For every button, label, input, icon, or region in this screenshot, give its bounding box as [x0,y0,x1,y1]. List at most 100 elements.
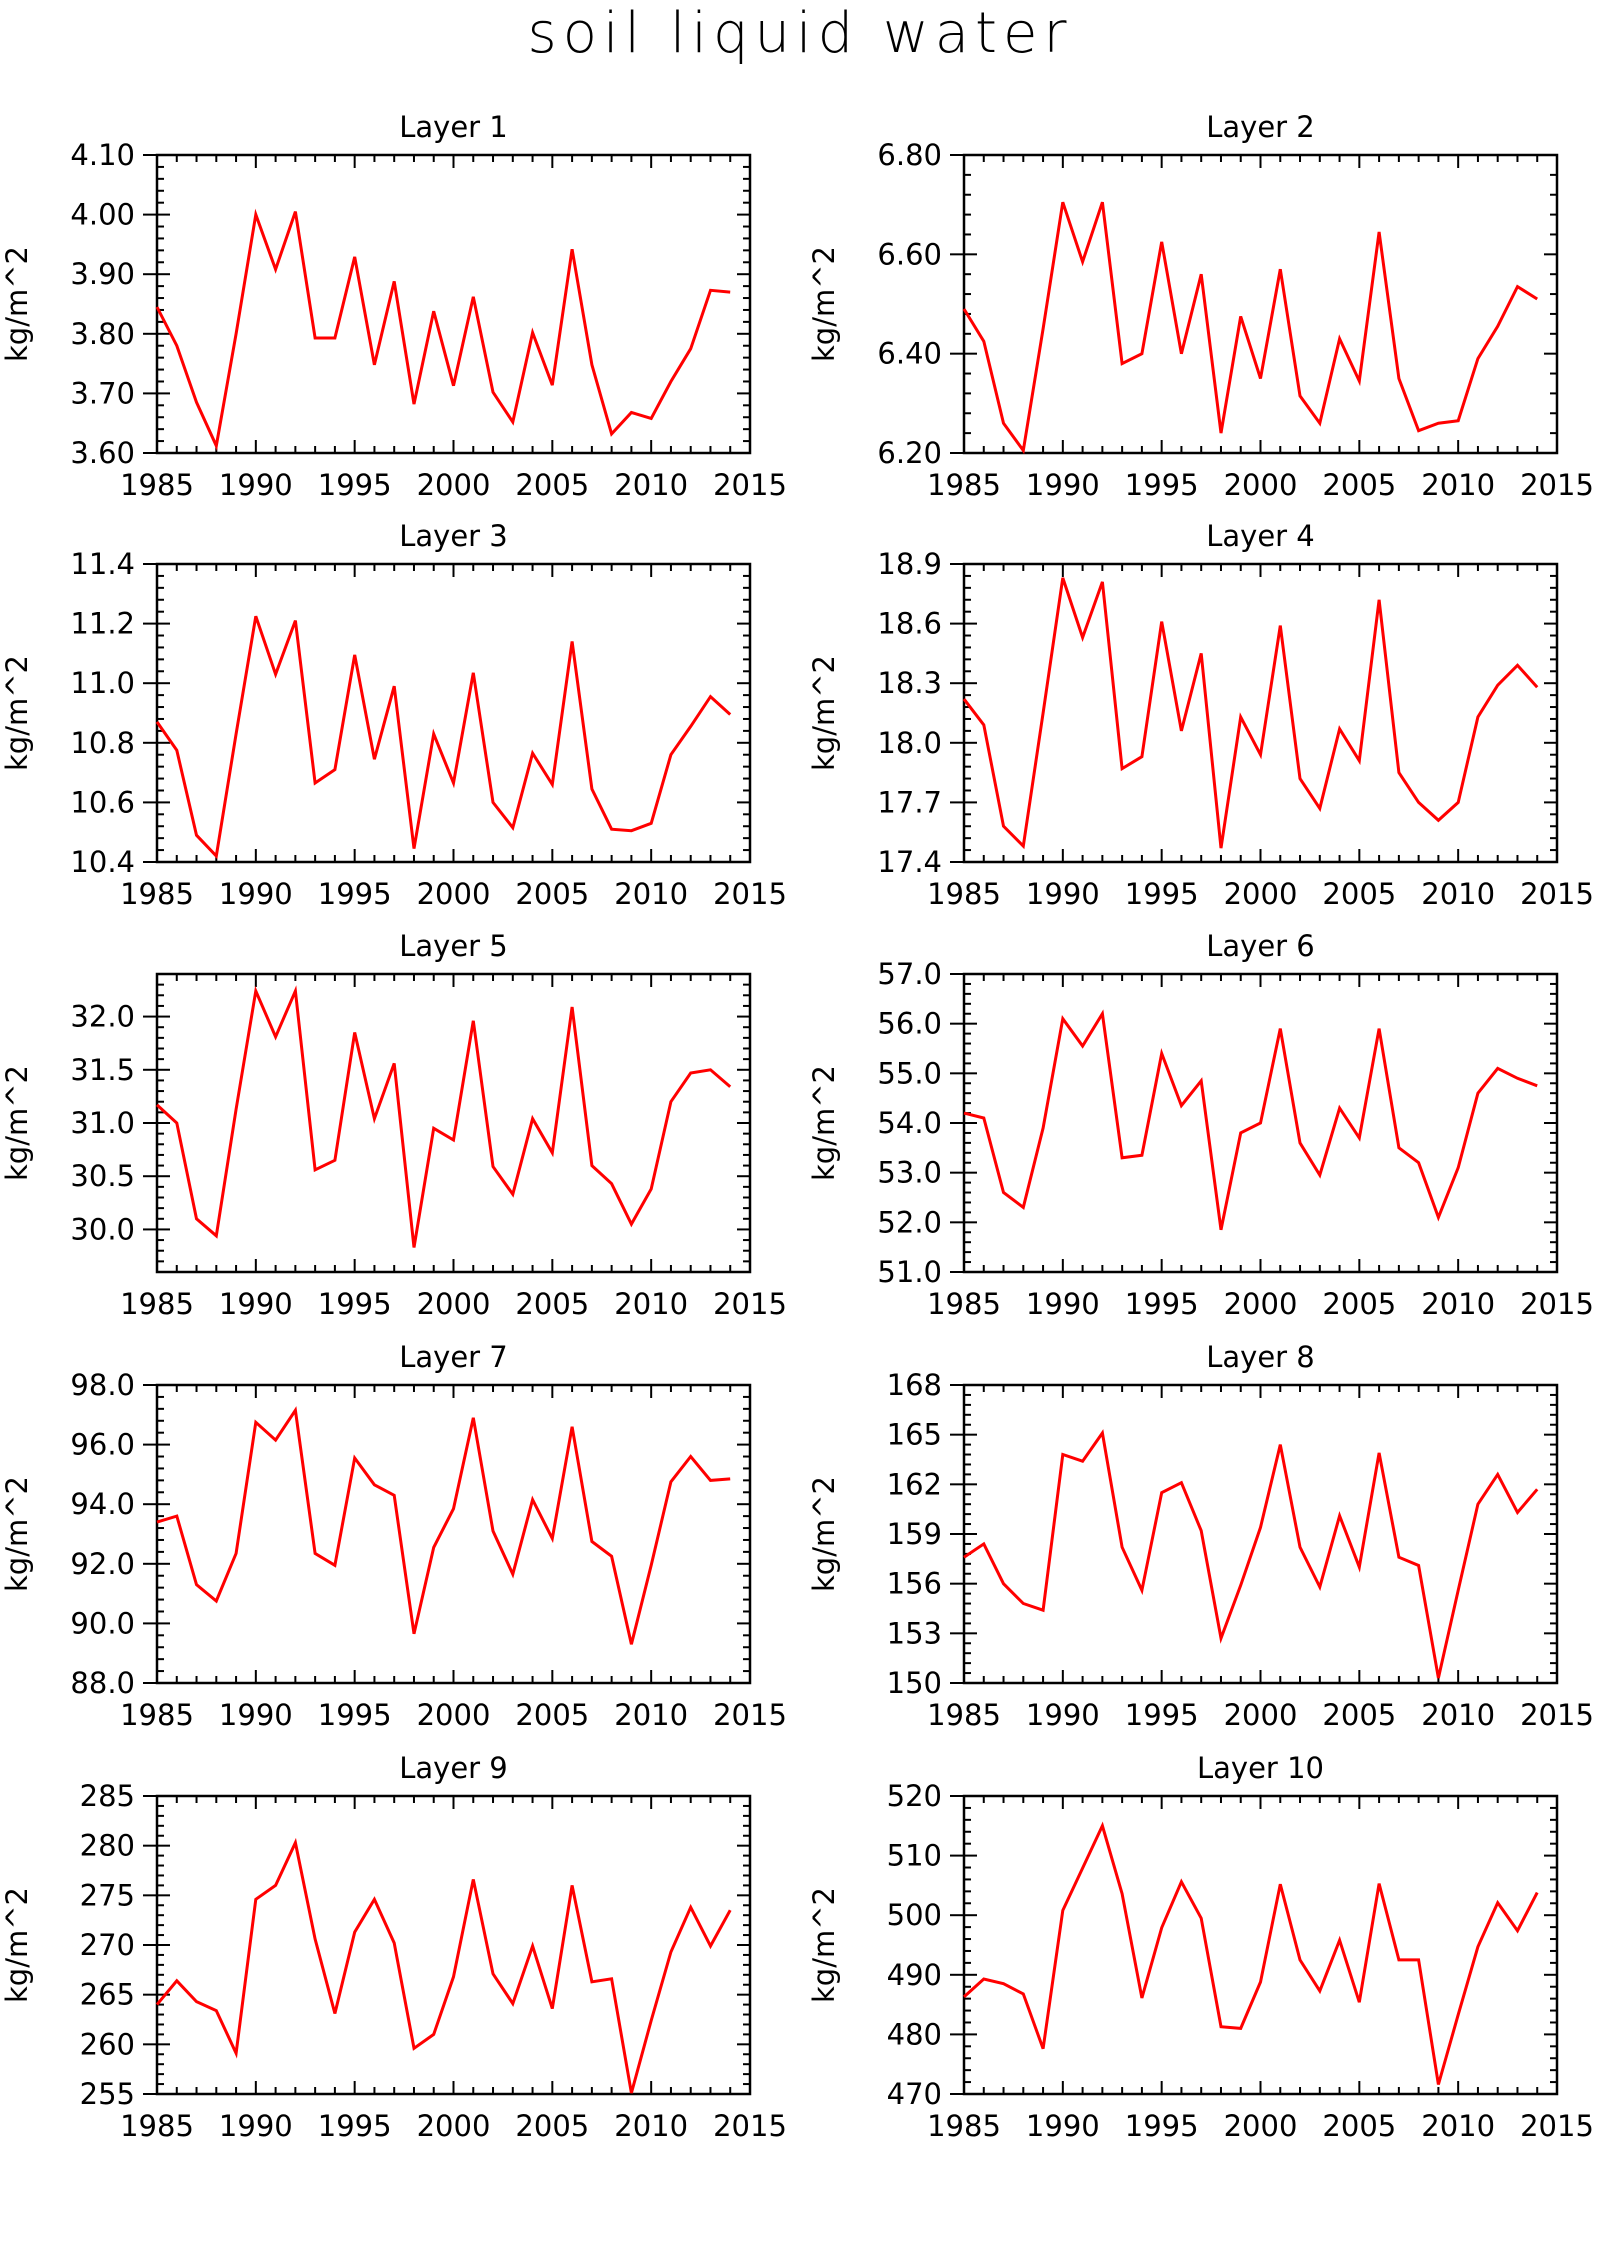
x-tick-label: 2015 [1520,1698,1594,1732]
x-tick-label: 1995 [318,468,392,502]
x-tick-label: 2010 [1421,1287,1495,1321]
x-tick-label: 2010 [614,877,688,911]
x-tick-label: 1995 [318,877,392,911]
y-tick-label: 11.4 [70,547,135,581]
panel-layer-4: Layer 4 1985 1990 1995 2000 2005 2010 2015 17.4 1… [807,519,1594,911]
y-tick-label: 4.00 [70,198,135,232]
plot-frame [962,153,1559,455]
y-tick-label: 255 [80,2077,135,2111]
y-tick-label: 94.0 [70,1487,135,1521]
x-tick-label: 1990 [219,1287,293,1321]
panel-title: Layer 5 [399,929,508,963]
series-line [155,615,732,860]
y-tick-label: 159 [887,1517,942,1551]
y-tick-label: 55.0 [877,1056,942,1090]
y-tick-label: 480 [887,2017,942,2051]
y-tick-label: 10.8 [70,726,135,760]
panel-layer-9: Layer 9 1985 1990 1995 2000 2005 2010 2015 255 26… [0,1751,787,2143]
x-tick-label: 2005 [515,1287,589,1321]
x-tick-label: 2005 [1322,1287,1396,1321]
y-axis-label: kg/m^2 [0,655,34,771]
x-tick-label: 2015 [713,2109,787,2143]
y-axis-label: kg/m^2 [807,1476,841,1592]
x-tick-label: 1995 [1125,2109,1199,2143]
x-tick-label: 2015 [713,468,787,502]
x-tick-label: 1990 [219,877,293,911]
x-tick-label: 1995 [318,1698,392,1732]
y-axis-label: kg/m^2 [807,655,841,771]
y-axis-label: kg/m^2 [807,1065,841,1181]
panel-title: Layer 6 [1206,929,1315,963]
y-tick-label: 162 [887,1467,942,1501]
y-tick-label: 265 [80,1978,135,2012]
y-tick-label: 4.10 [70,138,135,172]
y-tick-label: 150 [887,1666,942,1700]
y-tick-label: 168 [887,1368,942,1402]
y-tick-label: 30.0 [70,1212,135,1246]
x-tick-label: 1985 [927,2109,1001,2143]
panel-layer-7: Layer 7 1985 1990 1995 2000 2005 2010 2015 88.0 9… [0,1340,787,1732]
x-tick-label: 1990 [1026,2109,1100,2143]
y-tick-label: 56.0 [877,1007,942,1041]
x-tick-label: 2000 [1224,2109,1298,2143]
x-tick-label: 1995 [318,2109,392,2143]
x-tick-label: 1990 [219,1698,293,1732]
panel-title: Layer 9 [399,1751,508,1785]
y-tick-label: 3.90 [70,257,135,291]
x-tick-label: 2010 [614,1698,688,1732]
y-axis-label: kg/m^2 [0,1065,34,1181]
y-axis-label: kg/m^2 [0,246,34,362]
x-tick-label: 1995 [318,1287,392,1321]
y-tick-label: 17.4 [877,845,942,879]
x-tick-label: 1995 [1125,877,1199,911]
y-tick-label: 11.0 [70,666,135,700]
figure-title: soil liquid water [527,1,1073,66]
y-tick-label: 18.9 [877,547,942,581]
plot-frame [962,1794,1559,2096]
y-tick-label: 470 [887,2077,942,2111]
x-tick-label: 2000 [417,1698,491,1732]
y-tick-label: 90.0 [70,1606,135,1640]
y-tick-label: 10.4 [70,845,135,879]
panel-title: Layer 1 [399,110,508,144]
x-tick-label: 2005 [1322,468,1396,502]
y-tick-label: 285 [80,1779,135,1813]
x-tick-label: 2015 [1520,1287,1594,1321]
series-line [155,1837,732,2094]
series-line [155,208,731,451]
plot-frame [155,153,752,455]
y-tick-label: 6.40 [877,337,942,371]
y-tick-label: 92.0 [70,1547,135,1581]
x-tick-label: 2000 [1224,1287,1298,1321]
y-tick-label: 57.0 [877,957,942,991]
x-tick-label: 1985 [927,1698,1001,1732]
x-tick-label: 2015 [713,877,787,911]
panel-title: Layer 7 [399,1340,508,1374]
panel-layer-8: Layer 8 1985 1990 1995 2000 2005 2010 2015 150 15… [807,1340,1594,1732]
y-tick-label: 6.60 [877,237,942,271]
x-tick-label: 1990 [1026,1287,1100,1321]
y-tick-label: 54.0 [877,1106,942,1140]
x-tick-label: 1995 [1125,1287,1199,1321]
x-tick-label: 1985 [120,2109,194,2143]
x-tick-label: 2015 [1520,877,1594,911]
y-tick-label: 6.80 [877,138,942,172]
x-tick-label: 2000 [1224,1698,1298,1732]
series-line [962,577,1539,850]
plot-frame [962,562,1559,864]
y-tick-label: 270 [80,1928,135,1962]
x-tick-label: 1985 [927,1287,1001,1321]
y-tick-label: 510 [887,1839,942,1873]
plot-frame [155,972,752,1274]
panel-layer-10: Layer 10 1985 1990 1995 2000 2005 2010 2015 470 4… [807,1751,1594,2143]
x-tick-label: 2010 [1421,2109,1495,2143]
y-tick-label: 165 [887,1418,942,1452]
y-tick-label: 52.0 [877,1205,942,1239]
y-tick-label: 10.6 [70,785,135,819]
x-tick-label: 2005 [1322,1698,1396,1732]
x-tick-label: 2010 [1421,877,1495,911]
x-tick-label: 2015 [1520,2109,1594,2143]
y-tick-label: 18.6 [877,607,942,641]
panel-layer-1: Layer 1 1985 1990 1995 2000 2005 2010 2015 3.60 3… [0,110,787,502]
